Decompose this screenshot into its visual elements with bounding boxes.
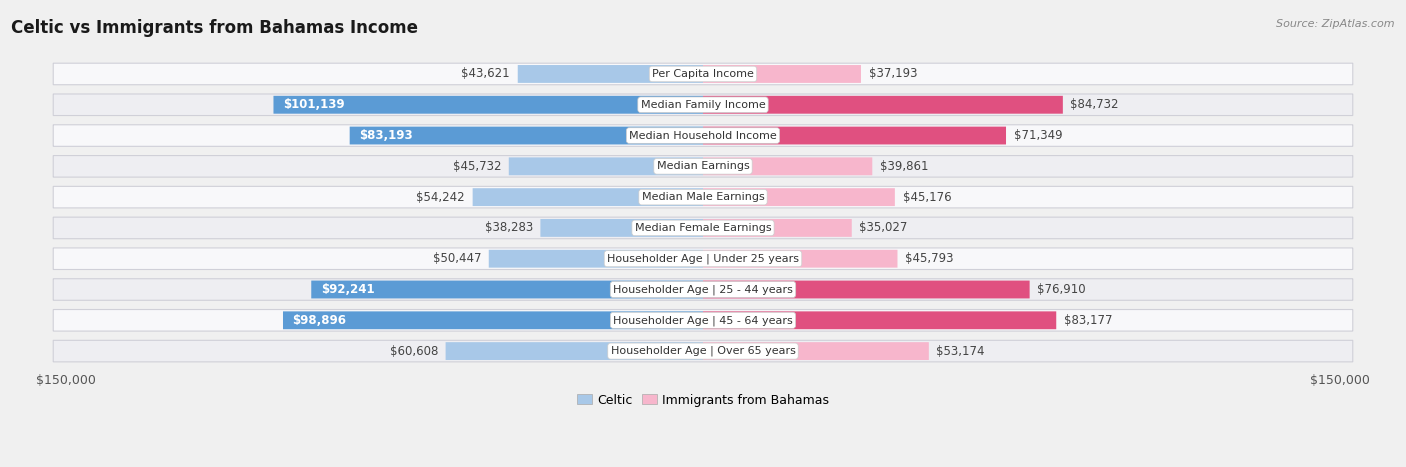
Text: $98,896: $98,896: [292, 314, 346, 327]
FancyBboxPatch shape: [489, 250, 703, 268]
Text: $50,447: $50,447: [433, 252, 481, 265]
Text: $45,793: $45,793: [905, 252, 953, 265]
FancyBboxPatch shape: [703, 65, 860, 83]
Text: $53,174: $53,174: [936, 345, 986, 358]
Text: Householder Age | Under 25 years: Householder Age | Under 25 years: [607, 254, 799, 264]
Text: Householder Age | 45 - 64 years: Householder Age | 45 - 64 years: [613, 315, 793, 325]
FancyBboxPatch shape: [53, 340, 1353, 362]
FancyBboxPatch shape: [53, 248, 1353, 269]
FancyBboxPatch shape: [53, 125, 1353, 146]
FancyBboxPatch shape: [703, 96, 1063, 113]
FancyBboxPatch shape: [703, 311, 1056, 329]
FancyBboxPatch shape: [472, 188, 703, 206]
FancyBboxPatch shape: [517, 65, 703, 83]
FancyBboxPatch shape: [703, 342, 929, 360]
Text: Median Earnings: Median Earnings: [657, 161, 749, 171]
Text: Source: ZipAtlas.com: Source: ZipAtlas.com: [1277, 19, 1395, 28]
FancyBboxPatch shape: [703, 250, 897, 268]
Text: $76,910: $76,910: [1038, 283, 1085, 296]
Text: $37,193: $37,193: [869, 67, 917, 80]
Text: $54,242: $54,242: [416, 191, 465, 204]
FancyBboxPatch shape: [53, 186, 1353, 208]
FancyBboxPatch shape: [703, 188, 894, 206]
Text: $84,732: $84,732: [1070, 98, 1119, 111]
Text: $92,241: $92,241: [321, 283, 374, 296]
Text: Median Male Earnings: Median Male Earnings: [641, 192, 765, 202]
FancyBboxPatch shape: [703, 219, 852, 237]
Text: $83,177: $83,177: [1064, 314, 1112, 327]
Text: $39,861: $39,861: [880, 160, 928, 173]
Legend: Celtic, Immigrants from Bahamas: Celtic, Immigrants from Bahamas: [572, 389, 834, 411]
FancyBboxPatch shape: [540, 219, 703, 237]
Text: $35,027: $35,027: [859, 221, 908, 234]
Text: Celtic vs Immigrants from Bahamas Income: Celtic vs Immigrants from Bahamas Income: [11, 19, 418, 37]
FancyBboxPatch shape: [53, 310, 1353, 331]
Text: $45,176: $45,176: [903, 191, 950, 204]
Text: $83,193: $83,193: [360, 129, 413, 142]
Text: $45,732: $45,732: [453, 160, 501, 173]
Text: Householder Age | Over 65 years: Householder Age | Over 65 years: [610, 346, 796, 356]
Text: Median Family Income: Median Family Income: [641, 100, 765, 110]
FancyBboxPatch shape: [53, 156, 1353, 177]
FancyBboxPatch shape: [53, 94, 1353, 115]
Text: $60,608: $60,608: [389, 345, 437, 358]
FancyBboxPatch shape: [703, 157, 872, 175]
FancyBboxPatch shape: [509, 157, 703, 175]
Text: $101,139: $101,139: [283, 98, 344, 111]
FancyBboxPatch shape: [53, 279, 1353, 300]
FancyBboxPatch shape: [446, 342, 703, 360]
FancyBboxPatch shape: [703, 281, 1029, 298]
FancyBboxPatch shape: [350, 127, 703, 144]
Text: $71,349: $71,349: [1014, 129, 1063, 142]
FancyBboxPatch shape: [283, 311, 703, 329]
FancyBboxPatch shape: [53, 217, 1353, 239]
Text: $43,621: $43,621: [461, 67, 510, 80]
Text: $38,283: $38,283: [485, 221, 533, 234]
Text: Median Female Earnings: Median Female Earnings: [634, 223, 772, 233]
Text: Per Capita Income: Per Capita Income: [652, 69, 754, 79]
Text: Median Household Income: Median Household Income: [628, 131, 778, 141]
Text: Householder Age | 25 - 44 years: Householder Age | 25 - 44 years: [613, 284, 793, 295]
FancyBboxPatch shape: [703, 127, 1007, 144]
FancyBboxPatch shape: [311, 281, 703, 298]
FancyBboxPatch shape: [53, 63, 1353, 85]
FancyBboxPatch shape: [274, 96, 703, 113]
